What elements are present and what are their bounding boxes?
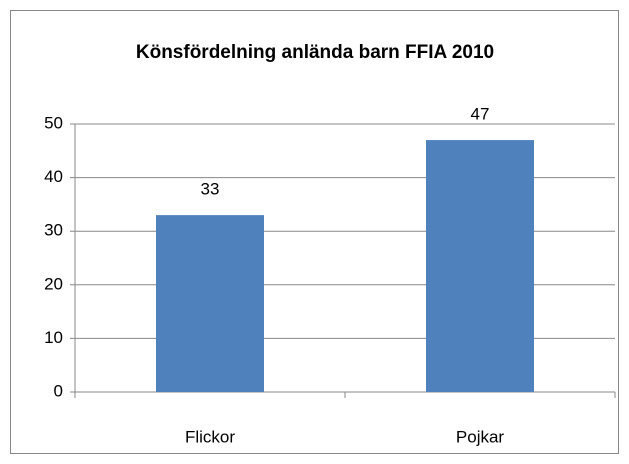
y-tick-label: 0: [54, 381, 63, 400]
bar: [156, 215, 264, 392]
y-tick-label: 50: [44, 113, 63, 132]
chart-title: Könsfördelning anlända barn FFIA 2010: [135, 42, 495, 63]
data-label: 47: [471, 105, 490, 124]
data-label: 33: [201, 180, 220, 199]
y-tick-label: 40: [44, 167, 63, 186]
y-tick-label: 20: [44, 274, 63, 293]
x-tick-label: Pojkar: [456, 427, 505, 446]
x-tick-label: Flickor: [185, 427, 235, 446]
y-tick-label: 10: [44, 328, 63, 347]
bar: [426, 140, 534, 392]
y-tick-label: 30: [44, 221, 63, 240]
